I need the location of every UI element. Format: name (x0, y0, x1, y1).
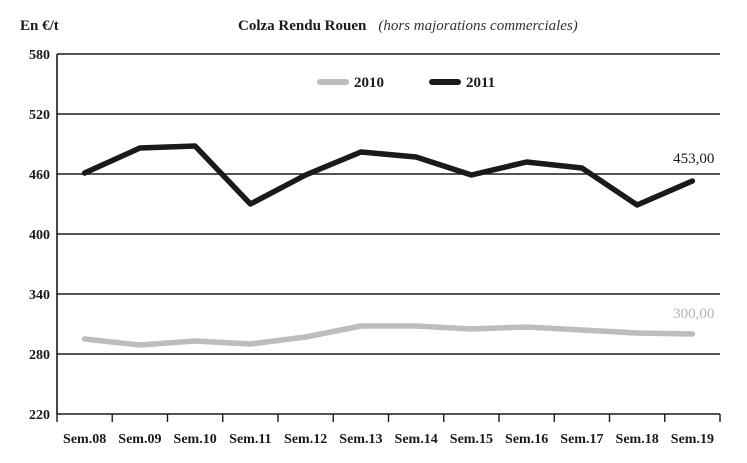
legend-label-2011: 2011 (466, 75, 495, 91)
x-tick-label: Sem.13 (339, 432, 382, 447)
y-tick-label: 220 (29, 408, 50, 423)
x-tick-label: Sem.11 (229, 432, 271, 447)
x-tick-label: Sem.14 (395, 432, 438, 447)
x-tick-label: Sem.15 (450, 432, 493, 447)
x-tick-label: Sem.16 (505, 432, 548, 447)
y-tick-label: 400 (29, 228, 50, 243)
axes (56, 54, 721, 422)
y-tick-label: 520 (29, 108, 50, 123)
title-main: Colza Rendu Rouen (238, 18, 367, 34)
series-lines (81, 143, 696, 348)
x-tick-label: Sem.12 (284, 432, 327, 447)
x-tick-label: Sem.09 (118, 432, 161, 447)
y-axis-ticks: 220 280 340 400 460 520 580 (29, 48, 50, 423)
x-tick-label: Sem.18 (616, 432, 659, 447)
legend-label-2010: 2010 (354, 75, 384, 91)
end-label-2011: 453,00 (673, 151, 714, 167)
legend: 2010 2011 (317, 75, 495, 91)
y-tick-label: 280 (29, 348, 50, 363)
grid-lines (57, 53, 720, 355)
chart-title: Colza Rendu Rouen (hors majorations comm… (238, 17, 578, 34)
series-line-2011 (81, 143, 696, 208)
x-tick-label: Sem.10 (174, 432, 217, 447)
y-tick-label: 580 (29, 48, 50, 63)
y-tick-label: 340 (29, 288, 50, 303)
series-line-2010 (81, 323, 696, 348)
y-unit-label: En €/t (20, 18, 59, 34)
x-tick-label: Sem.17 (560, 432, 603, 447)
title-subtitle: (hors majorations commerciales) (378, 18, 577, 34)
x-tick-label: Sem.19 (671, 432, 714, 447)
x-tick-label: Sem.08 (63, 432, 106, 447)
x-axis-ticks: Sem.08 Sem.09 Sem.10 Sem.11 Sem.12 Sem.13 Sem.… (63, 432, 714, 447)
y-tick-label: 460 (29, 168, 50, 183)
end-labels: 300,00 453,00 (673, 151, 714, 322)
end-label-2010: 300,00 (673, 306, 714, 322)
